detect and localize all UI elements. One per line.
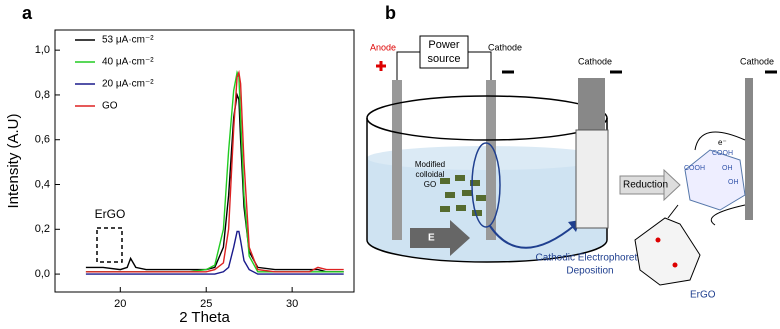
x-tick-label: 25 [200,298,212,310]
wire [396,51,492,80]
electron-label: e⁻ [718,138,727,147]
data-line [85,92,344,273]
diagram: Power source Anode Cathode Modified coll… [366,35,777,301]
defect [655,237,661,243]
cathode-label: Cathode [578,56,612,66]
cathode-label: Cathode [488,42,522,52]
y-tick-label: 0,2 [35,223,50,235]
annotation: ErGO [95,207,126,221]
data-line [85,70,344,273]
group-label: COOH [712,150,733,157]
legend-label: 40 μA·cm⁻² [102,57,154,68]
colloid-label: Modified [415,160,445,169]
y-axis-label: Intensity (A.U) [5,113,22,208]
go-sheet [684,149,746,211]
y-tick-label: 0,0 [35,268,50,280]
highlight [471,142,501,228]
process-label: Cathodic Electrophoretic [536,253,645,264]
panel-label: b [385,3,396,23]
x-tick-label: 20 [114,298,126,310]
legend-label: 53 μA·cm⁻² [102,35,154,46]
colloid-label: GO [424,180,436,189]
reduction-label: Reduction [623,180,668,191]
defect [672,262,678,268]
field-label: E [428,233,435,244]
data-line [85,230,344,275]
colloid-label: colloidal [416,170,445,179]
y-tick-label: 0,6 [35,134,50,146]
ergo-sheet [634,217,701,286]
y-tick-label: 1,0 [35,44,50,56]
cathode-label: Cathode [740,56,774,66]
power-box [419,35,469,69]
annotation-box [96,227,123,263]
ergo-deposit [575,129,609,229]
legend-label: 20 μA·cm⁻² [102,79,154,90]
plot-frame [54,29,355,293]
cathode [486,80,496,240]
xrd-chart: 0,0 0,2 0,4 0,6 0,8 1,0 20 25 30 2 Theta Intensity… [5,29,355,326]
x-axis-label: 2 Theta [179,309,230,326]
power-label: source [427,53,460,65]
go-flakes [440,175,486,216]
electron-path [694,131,746,226]
anode [392,80,402,240]
anode-label: Anode [370,42,396,52]
beaker [366,118,608,263]
panel-label: a [22,3,33,23]
process-label: Deposition [566,266,613,277]
reduction-arrow-head [663,168,681,202]
group-label: COOH [684,165,705,172]
legend-label: GO [102,101,118,112]
arrow [667,204,679,219]
flow-arrow [489,224,576,249]
group-label: OH [722,165,733,172]
field-arrow [410,220,470,256]
plus-sign [376,61,386,71]
x-tick-label: 30 [286,298,298,310]
group-label: OH [728,179,739,186]
cathode [745,78,753,220]
y-tick-label: 0,4 [35,178,50,190]
power-label: Power [428,39,460,51]
y-tick-label: 0,8 [35,89,50,101]
ergo-label: ErGO [690,290,716,301]
data-line [85,69,344,273]
